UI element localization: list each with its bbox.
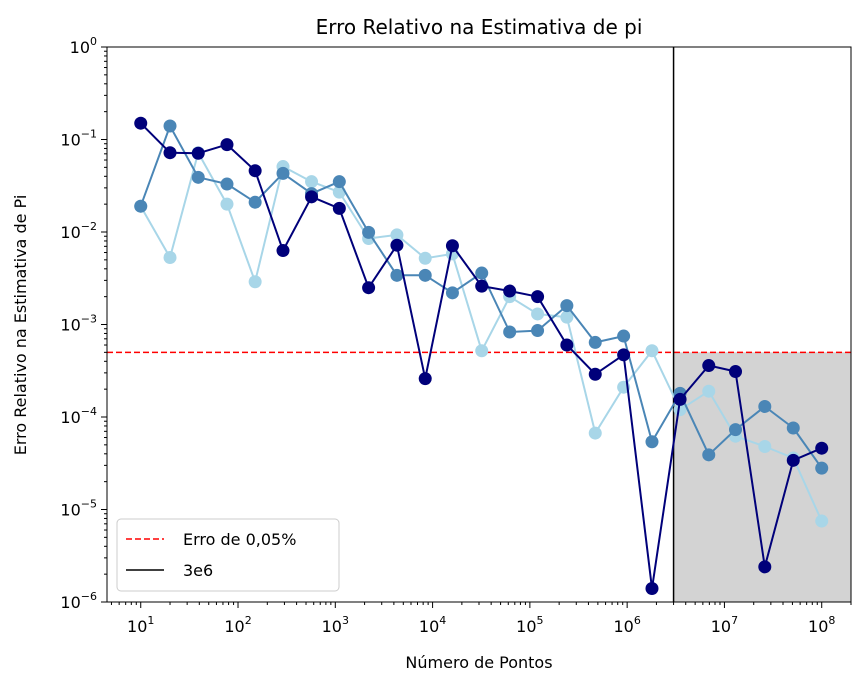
series-1-point	[220, 177, 234, 191]
series-1-point	[134, 199, 148, 213]
series-0-point	[276, 244, 290, 258]
series-1-point	[475, 266, 489, 280]
y-tick-label: 10−1	[60, 128, 97, 150]
legend-label-cutoff: 3e6	[183, 561, 213, 580]
y-axis-label: Erro Relativo na Estimativa de Pi	[11, 195, 30, 456]
y-tick-label: 100	[70, 35, 97, 57]
y-tick-label: 10−5	[60, 498, 97, 520]
x-tick-label: 103	[322, 614, 349, 636]
series-1-point	[815, 461, 829, 475]
y-tick-label: 10−3	[60, 313, 97, 335]
series-1-point	[418, 268, 432, 282]
series-0-point	[418, 372, 432, 386]
series-1-point	[163, 119, 177, 133]
series-2-point	[305, 175, 319, 189]
series-0-point	[503, 284, 517, 298]
series-2-point	[673, 403, 687, 417]
series-1-point	[617, 329, 631, 343]
legend-label-threshold: Erro de 0,05%	[183, 530, 296, 549]
series-0-point	[531, 290, 545, 304]
x-tick-label: 106	[613, 614, 640, 636]
series-2-point	[815, 514, 829, 528]
series-0-point	[645, 581, 659, 595]
series-1-point	[390, 268, 404, 282]
x-tick-label: 104	[419, 614, 446, 636]
x-tick-label: 102	[224, 614, 251, 636]
legend-box	[116, 518, 340, 592]
series-2-point	[248, 275, 262, 289]
series-0-point	[163, 146, 177, 160]
series-2-point	[390, 228, 404, 242]
y-tick-label: 10−4	[60, 405, 97, 427]
series-0-point	[445, 239, 459, 253]
x-tick-label: 101	[127, 614, 154, 636]
series-0-point	[729, 365, 743, 379]
series-2-point	[531, 307, 545, 321]
series-0-point	[332, 201, 346, 215]
series-2-point	[418, 251, 432, 265]
series-1-point	[332, 175, 346, 189]
series-2-point	[645, 344, 659, 358]
series-1-point	[588, 335, 602, 349]
series-1-point	[702, 448, 716, 462]
series-0-point	[815, 441, 829, 455]
series-0-point	[588, 367, 602, 381]
series-1-point	[503, 325, 517, 339]
series-0-point	[305, 190, 319, 204]
series-2-point	[758, 439, 772, 453]
series-0-point	[134, 116, 148, 130]
x-tick-label: 105	[516, 614, 543, 636]
series-0-point	[191, 146, 205, 160]
series-1-point	[786, 421, 800, 435]
y-tick-label: 10−2	[60, 220, 97, 242]
series-0-point	[673, 392, 687, 406]
series-0-point	[248, 164, 262, 178]
series-0-point	[560, 338, 574, 352]
x-axis-label: Número de Pontos	[405, 653, 552, 672]
series-1-point	[531, 324, 545, 338]
x-tick-label: 108	[808, 614, 835, 636]
series-1-point	[362, 225, 376, 239]
series-2-point	[220, 197, 234, 211]
series-1-point	[276, 166, 290, 180]
series-0-point	[617, 348, 631, 362]
y-tick-label: 10−6	[60, 590, 97, 612]
series-1-point	[248, 195, 262, 209]
series-1-point	[191, 170, 205, 184]
series-1-point	[560, 299, 574, 313]
series-0-point	[786, 453, 800, 467]
series-1-point	[758, 399, 772, 413]
x-tick-label: 107	[711, 614, 738, 636]
series-1-point	[729, 423, 743, 437]
series-1-point	[445, 286, 459, 300]
series-1-point	[645, 435, 659, 449]
series-0-point	[758, 560, 772, 574]
series-0-point	[220, 138, 234, 152]
series-2-point	[560, 310, 574, 324]
series-0-point	[390, 238, 404, 252]
series-2-point	[475, 344, 489, 358]
series-0-point	[362, 281, 376, 295]
series-0-point	[702, 359, 716, 373]
series-2-point	[588, 426, 602, 440]
series-2-point	[163, 251, 177, 265]
series-0-point	[475, 279, 489, 293]
series-2-point	[702, 384, 716, 398]
chart-title: Erro Relativo na Estimativa de pi	[316, 15, 643, 39]
